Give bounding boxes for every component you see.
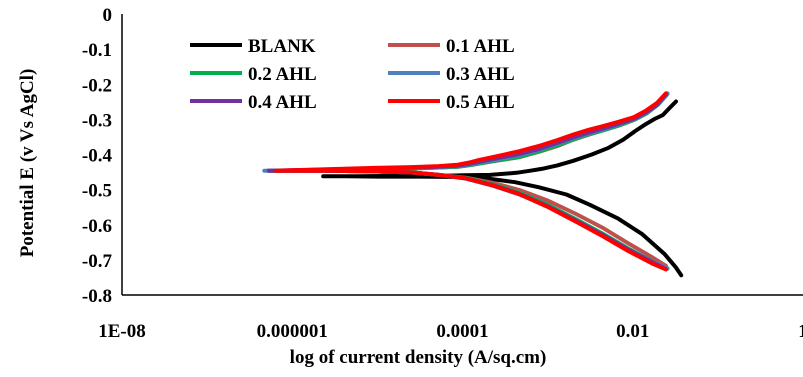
y-tick-label: -0.7: [82, 251, 113, 272]
y-tick-label: -0.2: [82, 75, 112, 96]
series-line-0: [321, 99, 684, 278]
plot-area: [121, 14, 803, 296]
y-tick-label: -0.5: [82, 181, 112, 202]
y-tick-label: -0.3: [82, 110, 112, 131]
series-line-2: [266, 92, 670, 271]
y-tick-label: -0.4: [82, 146, 113, 167]
x-axis-ticks: 1E-08 0.000001 0.0001 0.01 1: [98, 321, 803, 342]
legend-label-1: 0.1 AHL: [446, 36, 515, 57]
y-tick-label: -0.6: [82, 216, 112, 237]
y-axis-ticks: 0 -0.1 -0.2 -0.3 -0.4 -0.5 -0.6 -0.7 -0.8: [82, 5, 113, 307]
legend-label-0: BLANK: [248, 36, 316, 57]
y-axis-title: Potential E (v Vs AgCl): [17, 69, 38, 258]
legend-label-4: 0.4 AHL: [248, 92, 317, 113]
x-tick-label: 0.01: [616, 321, 649, 342]
x-tick-label: 1: [798, 321, 803, 342]
legend-label-3: 0.3 AHL: [446, 64, 515, 85]
x-axis-title: log of current density (A/sq.cm): [290, 347, 547, 368]
y-tick-label: -0.1: [82, 40, 112, 61]
y-tick-label: 0: [103, 5, 113, 26]
series-line-4: [266, 92, 668, 271]
series-line-5: [273, 91, 668, 272]
x-tick-label: 1E-08: [98, 321, 146, 342]
legend: BLANK 0.1 AHL 0.2 AHL 0.3 AHL 0.4 AHL 0.5 AHL: [190, 36, 515, 113]
legend-label-5: 0.5 AHL: [446, 92, 515, 113]
legend-label-2: 0.2 AHL: [248, 64, 317, 85]
y-tick-label: -0.8: [82, 286, 112, 307]
x-tick-label: 0.0001: [436, 321, 488, 342]
x-tick-label: 0.000001: [257, 321, 328, 342]
series-line-3: [262, 91, 670, 271]
